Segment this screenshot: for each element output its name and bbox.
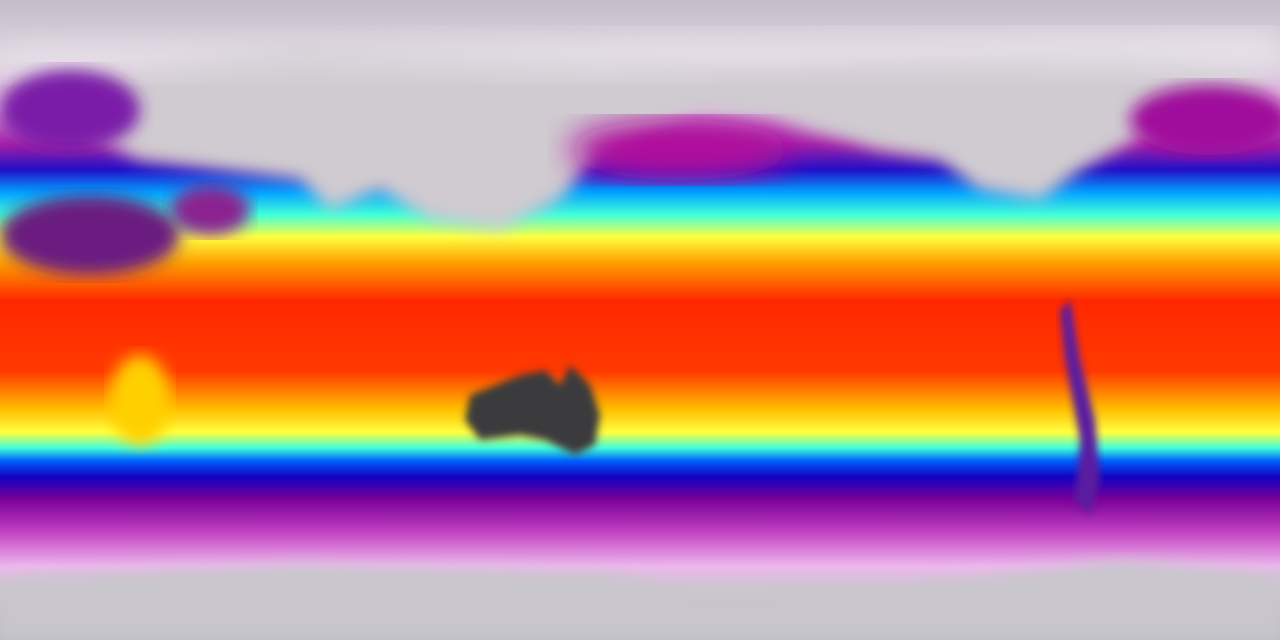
australia-landmass bbox=[465, 365, 600, 455]
antarctica-landmass bbox=[0, 560, 1280, 640]
greenland-cold bbox=[0, 70, 140, 150]
arctic-ice bbox=[0, 30, 1280, 80]
north-pacific-cold bbox=[570, 120, 790, 180]
himalaya-cold bbox=[170, 185, 250, 235]
eurasia-landmass bbox=[60, 40, 1260, 230]
andes-cold bbox=[1060, 300, 1100, 515]
north-atlantic-cold bbox=[1130, 85, 1280, 155]
central-asia-cold bbox=[0, 195, 180, 275]
east-africa-cool bbox=[110, 355, 170, 445]
